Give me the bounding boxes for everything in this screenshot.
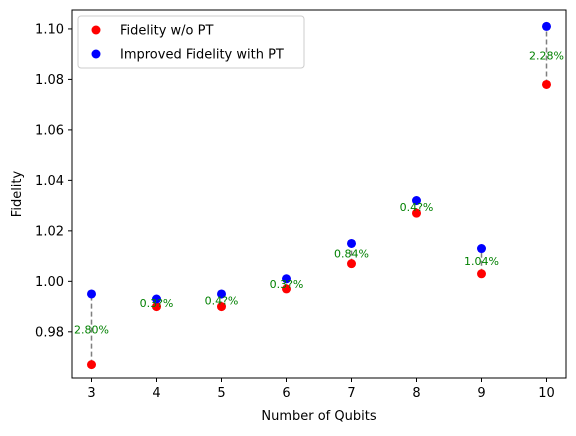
point-without-pt	[412, 208, 421, 218]
point-without-pt	[477, 269, 486, 279]
y-tick-label: 1.06	[35, 123, 64, 138]
point-with-pt	[87, 289, 96, 299]
point-with-pt	[412, 196, 421, 206]
percent-annotation: 0.4?%	[400, 201, 434, 214]
y-tick-label: 1.04	[35, 174, 64, 189]
point-without-pt	[282, 284, 291, 294]
x-tick-label: 7	[347, 386, 355, 401]
x-axis-label: Number of Qubits	[261, 409, 376, 424]
y-axis: 0.98 1.00 1.02 1.04 1.06 1.08 1.10	[35, 22, 72, 340]
x-tick-label: 4	[152, 386, 160, 401]
point-with-pt	[282, 274, 291, 284]
y-tick-label: 0.98	[35, 325, 64, 340]
x-tick-label: 3	[87, 386, 95, 401]
y-axis-label: Fidelity	[10, 170, 25, 217]
x-tick-label: 9	[477, 386, 485, 401]
point-with-pt	[542, 21, 551, 31]
y-tick-label: 1.00	[35, 275, 64, 290]
percent-annotation: 0.84%	[334, 248, 369, 261]
point-with-pt	[217, 289, 226, 299]
point-without-pt	[87, 360, 96, 370]
x-tick-label: 10	[538, 386, 555, 401]
point-with-pt	[477, 244, 486, 254]
percent-annotation: 1.04%	[464, 255, 499, 268]
plot-area-frame	[71, 9, 567, 379]
data-points	[87, 21, 551, 370]
x-axis: 3 4 5 6 7 8 9 10	[87, 378, 555, 401]
point-without-pt	[217, 302, 226, 312]
point-without-pt	[542, 79, 551, 89]
point-without-pt	[347, 259, 356, 269]
legend-entry-improved-fidelity-with-pt: Improved Fidelity with PT	[120, 48, 284, 63]
percent-annotation: 2.80%	[74, 323, 109, 336]
point-with-pt	[347, 238, 356, 248]
legend-marker-red	[91, 25, 101, 35]
legend-entry-fidelity-without-pt: Fidelity w/o PT	[120, 24, 213, 39]
x-tick-label: 5	[217, 386, 225, 401]
percent-annotation: 2.28%	[529, 49, 564, 62]
percent-annotations: 2.80% 0.3?% 0.4?% 0.3?% 0.84% 0.4?% 1.04% 2.28%	[74, 49, 564, 336]
legend-box	[77, 15, 305, 69]
y-tick-label: 1.02	[35, 224, 64, 239]
point-without-pt	[152, 302, 161, 312]
x-tick-label: 6	[282, 386, 290, 401]
percent-annotation: 0.3?%	[140, 297, 174, 310]
percent-annotation: 0.3?%	[270, 278, 304, 291]
point-with-pt	[152, 294, 161, 304]
legend-marker-blue	[91, 49, 101, 59]
x-tick-label: 8	[412, 386, 420, 401]
legend: Fidelity w/o PT Improved Fidelity with P…	[77, 15, 305, 69]
y-tick-label: 1.10	[35, 22, 64, 37]
y-tick-label: 1.08	[35, 73, 64, 88]
percent-annotation: 0.4?%	[205, 294, 239, 307]
